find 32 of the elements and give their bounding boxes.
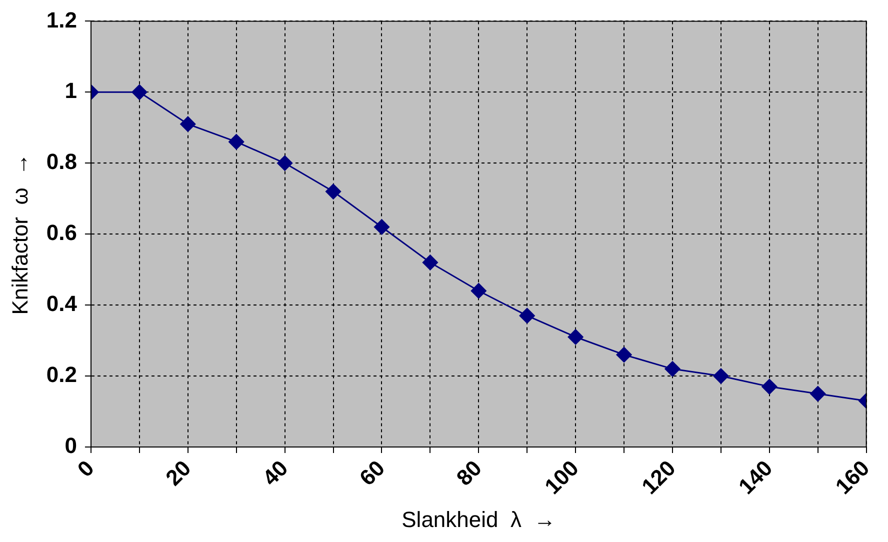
x-tick-label: 60 (354, 455, 390, 490)
x-tick-label: 20 (160, 455, 196, 490)
point (277, 155, 293, 171)
point (326, 184, 342, 200)
point (616, 346, 632, 362)
point (568, 329, 584, 345)
y-tick-label: 0.6 (46, 220, 77, 246)
point (519, 308, 535, 324)
x-tick-label: 100 (540, 455, 584, 500)
y-tick-label: 1 (64, 78, 77, 104)
point (374, 219, 390, 235)
point (470, 283, 486, 299)
y-tick-label: 0.8 (46, 149, 77, 174)
point (132, 84, 148, 100)
x-axis-title: Slankheid λ → (402, 506, 556, 532)
x-tick-label: 40 (258, 455, 293, 490)
y-axis-title: Knikfactor ω → (7, 153, 32, 315)
y-tick-label: 0 (64, 433, 77, 458)
point (228, 134, 244, 150)
point (180, 116, 196, 132)
y-tick-label: 0.4 (46, 291, 78, 316)
point (713, 368, 729, 384)
point (810, 386, 826, 402)
y-tick-label: 0.2 (46, 362, 77, 388)
x-tick-label: 160 (830, 455, 874, 500)
x-tick-label: 80 (451, 455, 486, 490)
point (422, 254, 438, 270)
point (762, 378, 778, 394)
point (664, 361, 680, 377)
x-tick-label: 140 (734, 455, 778, 500)
y-tick-label: 1.2 (46, 7, 77, 32)
x-tick-label: 120 (636, 455, 680, 500)
